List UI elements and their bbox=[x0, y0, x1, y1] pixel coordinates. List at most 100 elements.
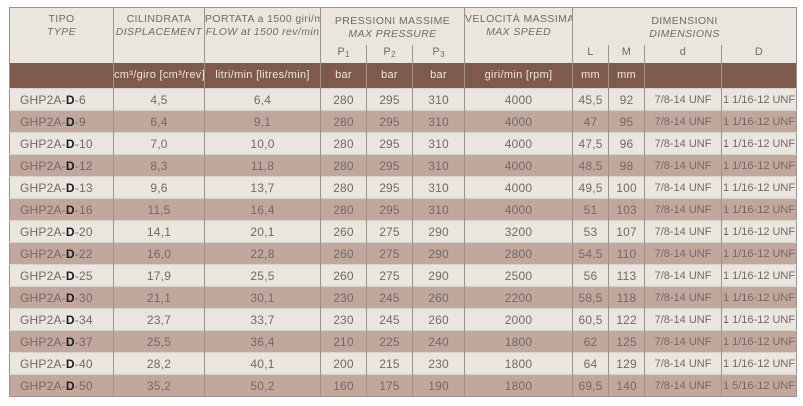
value-cell: 113 bbox=[608, 264, 646, 287]
value-cell: 1 1/16-12 UNF bbox=[721, 132, 797, 155]
table-row: GHP2A-D-16 11,5 16,4 280 295 310 4000 51 103 7/8-… bbox=[9, 198, 797, 221]
value-cell: 1 1/16-12 UNF bbox=[721, 242, 797, 265]
value-cell: 245 bbox=[366, 308, 413, 331]
value-cell: 60,5 bbox=[572, 308, 610, 331]
model-prefix: GHP2A- bbox=[20, 92, 66, 107]
value-cell: 215 bbox=[366, 352, 413, 375]
header-dimensioni-en: DIMENSIONS bbox=[649, 28, 720, 40]
header-tipo-it: TIPO bbox=[48, 13, 75, 25]
value-cell: 295 bbox=[366, 132, 413, 155]
value-cell: 260 bbox=[412, 286, 466, 309]
model-series-letter: D bbox=[65, 114, 75, 129]
value-cell: 2800 bbox=[464, 242, 574, 265]
model-prefix: GHP2A- bbox=[20, 334, 66, 349]
value-cell: 1 1/16-12 UNF bbox=[721, 286, 797, 309]
value-cell: 23,7 bbox=[113, 308, 205, 331]
value-cell: 7/8-14 UNF bbox=[644, 286, 723, 309]
unit-p1: bar bbox=[320, 62, 367, 89]
model-prefix: GHP2A- bbox=[20, 246, 66, 261]
value-cell: 280 bbox=[320, 154, 367, 177]
value-cell: 2500 bbox=[464, 264, 574, 287]
model-prefix: GHP2A- bbox=[20, 290, 66, 305]
value-cell: 310 bbox=[412, 88, 466, 111]
model-size: -25 bbox=[74, 268, 93, 283]
subcol-p3: P3 bbox=[412, 44, 466, 63]
table-row: GHP2A-D-34 23,7 33,7 230 245 260 2000 60,5 122 7/… bbox=[9, 308, 797, 331]
value-cell: 98 bbox=[608, 154, 646, 177]
col-header-portata: PORTATA a 1500 giri/min FLOW at 1500 rev… bbox=[204, 7, 321, 63]
model-size: -16 bbox=[74, 202, 93, 217]
value-cell: 230 bbox=[320, 286, 367, 309]
unit-m: mm bbox=[608, 62, 646, 89]
value-cell: 25,5 bbox=[113, 330, 205, 353]
value-cell: 96 bbox=[608, 132, 646, 155]
model-size: -37 bbox=[74, 334, 93, 349]
model-prefix: GHP2A- bbox=[20, 158, 66, 173]
model-size: -34 bbox=[74, 312, 93, 327]
unit-velocita: giri/min [rpm] bbox=[464, 62, 574, 89]
value-cell: 275 bbox=[366, 264, 413, 287]
value-cell: 1800 bbox=[464, 352, 574, 375]
value-cell: 51 bbox=[572, 198, 610, 221]
header-tipo-en: TYPE bbox=[46, 26, 77, 38]
value-cell: 245 bbox=[366, 286, 413, 309]
model-series-letter: D bbox=[65, 180, 75, 195]
value-cell: 47,5 bbox=[572, 132, 610, 155]
model-cell: GHP2A-D-22 bbox=[9, 242, 114, 265]
value-cell: 260 bbox=[320, 264, 367, 287]
value-cell: 280 bbox=[320, 198, 367, 221]
value-cell: 8,3 bbox=[113, 154, 205, 177]
header-velocita-it: VELOCITÀ MASSIMA bbox=[465, 13, 573, 25]
table-row: GHP2A-D-13 9,6 13,7 280 295 310 4000 49,5 100 7/8… bbox=[9, 176, 797, 199]
model-cell: GHP2A-D-30 bbox=[9, 286, 114, 309]
value-cell: 275 bbox=[366, 220, 413, 243]
model-size: -10 bbox=[74, 136, 93, 151]
value-cell: 230 bbox=[412, 352, 466, 375]
value-cell: 310 bbox=[412, 176, 466, 199]
value-cell: 64 bbox=[572, 352, 610, 375]
value-cell: 200 bbox=[320, 352, 367, 375]
value-cell: 4000 bbox=[464, 176, 574, 199]
table-row: GHP2A-D-6 4,5 6,4 280 295 310 4000 45,5 92 7/8-14… bbox=[9, 88, 797, 111]
unit-p2: bar bbox=[366, 62, 413, 89]
value-cell: 140 bbox=[608, 374, 646, 397]
header-cilindrata-it: CILINDRATA bbox=[126, 13, 192, 25]
model-cell: GHP2A-D-50 bbox=[9, 374, 114, 397]
value-cell: 9,1 bbox=[204, 110, 321, 133]
model-size: -22 bbox=[74, 246, 93, 261]
col-header-cilindrata: CILINDRATA DISPLACEMENT bbox=[113, 7, 205, 63]
model-cell: GHP2A-D-20 bbox=[9, 220, 114, 243]
model-size: -30 bbox=[74, 290, 93, 305]
value-cell: 22,8 bbox=[204, 242, 321, 265]
model-series-letter: D bbox=[65, 92, 75, 107]
table-row: GHP2A-D-20 14,1 20,1 260 275 290 3200 53 107 7/8-… bbox=[9, 220, 797, 243]
value-cell: 1 1/16-12 UNF bbox=[721, 308, 797, 331]
model-cell: GHP2A-D-25 bbox=[9, 264, 114, 287]
model-cell: GHP2A-D-13 bbox=[9, 176, 114, 199]
model-prefix: GHP2A- bbox=[20, 378, 66, 393]
value-cell: 4000 bbox=[464, 88, 574, 111]
value-cell: 69,5 bbox=[572, 374, 610, 397]
value-cell: 175 bbox=[366, 374, 413, 397]
value-cell: 1 1/16-12 UNF bbox=[721, 176, 797, 199]
model-series-letter: D bbox=[65, 268, 75, 283]
model-prefix: GHP2A- bbox=[20, 268, 66, 283]
model-cell: GHP2A-D-40 bbox=[9, 352, 114, 375]
unit-l: mm bbox=[572, 62, 610, 89]
value-cell: 107 bbox=[608, 220, 646, 243]
units-row: cm³/giro [cm³/rev] litri/min [litres/min… bbox=[9, 62, 797, 89]
value-cell: 290 bbox=[412, 220, 466, 243]
value-cell: 310 bbox=[412, 110, 466, 133]
header-row-groups: TIPO TYPE CILINDRATA DISPLACEMENT PORTAT… bbox=[9, 7, 797, 63]
value-cell: 1 1/16-12 UNF bbox=[721, 264, 797, 287]
value-cell: 1 1/16-12 UNF bbox=[721, 352, 797, 375]
unit-tipo bbox=[9, 62, 114, 89]
value-cell: 280 bbox=[320, 88, 367, 111]
value-cell: 20,1 bbox=[204, 220, 321, 243]
table-row: GHP2A-D-30 21,1 30,1 230 245 260 2200 58,5 118 7/… bbox=[9, 286, 797, 309]
value-cell: 7/8-14 UNF bbox=[644, 330, 723, 353]
value-cell: 1 1/16-12 UNF bbox=[721, 88, 797, 111]
col-header-dimensioni: DIMENSIONI DIMENSIONS bbox=[572, 7, 797, 45]
value-cell: 11,5 bbox=[113, 198, 205, 221]
value-cell: 30,1 bbox=[204, 286, 321, 309]
